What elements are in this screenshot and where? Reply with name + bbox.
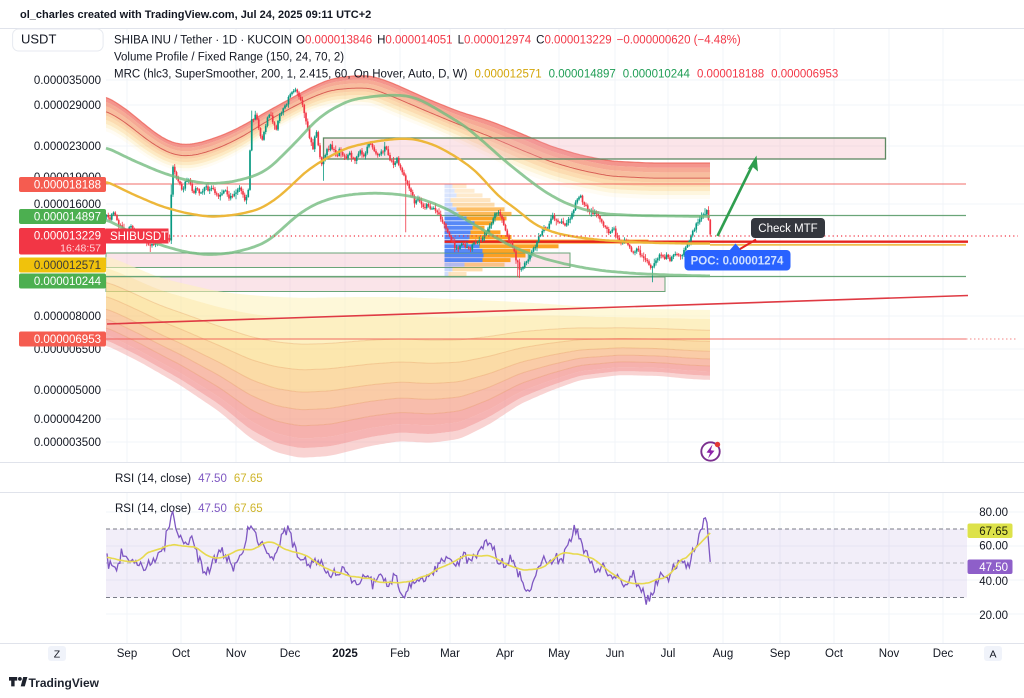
svg-text:ol_charles created with Tradin: ol_charles created with TradingView.com,… [20, 9, 371, 21]
svg-text:Check MTF: Check MTF [758, 223, 817, 235]
svg-text:0.000004200: 0.000004200 [34, 414, 101, 426]
svg-text:Mar: Mar [440, 648, 460, 660]
svg-text:Dec: Dec [280, 648, 301, 660]
svg-text:0.000003500: 0.000003500 [34, 437, 101, 449]
svg-text:40.00: 40.00 [979, 576, 1008, 588]
svg-text:Jul: Jul [661, 648, 676, 660]
svg-text:A: A [989, 649, 996, 661]
svg-text:0.000035000: 0.000035000 [34, 75, 101, 87]
svg-text:POC: 0.00001274: POC: 0.00001274 [691, 256, 784, 268]
svg-text:SHIBA INU / Tether · 1D · KUCO: SHIBA INU / Tether · 1D · KUCOIN [114, 35, 292, 47]
svg-text:Nov: Nov [879, 648, 900, 660]
svg-text:0.000016000: 0.000016000 [34, 199, 101, 211]
svg-text:MRC (hlc3, SuperSmoother, 200,: MRC (hlc3, SuperSmoother, 200, 1, 2.415,… [114, 69, 838, 81]
svg-text:Z: Z [54, 649, 61, 661]
svg-text:80.00: 80.00 [979, 507, 1008, 519]
svg-text:0.000018188: 0.000018188 [34, 180, 101, 192]
svg-text:0.000029000: 0.000029000 [34, 100, 101, 112]
svg-text:0.000012571: 0.000012571 [34, 260, 101, 272]
svg-text:20.00: 20.00 [979, 610, 1008, 622]
svg-text:0.000006953: 0.000006953 [34, 334, 101, 346]
svg-text:Oct: Oct [825, 648, 844, 660]
svg-text:Apr: Apr [496, 648, 514, 660]
svg-text:USDT: USDT [21, 32, 56, 47]
svg-text:Nov: Nov [226, 648, 247, 660]
svg-text:Dec: Dec [933, 648, 954, 660]
svg-text:0.000005000: 0.000005000 [34, 385, 101, 397]
svg-text:Sep: Sep [770, 648, 790, 660]
svg-text:0.000013229: 0.000013229 [34, 231, 101, 243]
svg-text:Oct: Oct [172, 648, 191, 660]
svg-text:0.000014897: 0.000014897 [34, 212, 101, 224]
svg-text:67.65: 67.65 [979, 526, 1008, 538]
svg-text:Feb: Feb [390, 648, 410, 660]
svg-text:0.000023000: 0.000023000 [34, 141, 101, 153]
svg-text:60.00: 60.00 [979, 541, 1008, 553]
svg-text:TradingView: TradingView [29, 676, 100, 690]
svg-text:May: May [548, 648, 570, 660]
svg-text:47.50: 47.50 [979, 562, 1008, 574]
svg-text:Sep: Sep [117, 648, 137, 660]
svg-text:Aug: Aug [713, 648, 733, 660]
svg-text:0.000008000: 0.000008000 [34, 311, 101, 323]
svg-text:0.000010244: 0.000010244 [34, 276, 102, 288]
svg-text:16:48:57: 16:48:57 [60, 243, 101, 255]
svg-text:Volume Profile / Fixed Range (: Volume Profile / Fixed Range (150, 24, 7… [114, 52, 344, 64]
svg-text:0.000006500: 0.000006500 [34, 344, 101, 356]
svg-text:Jun: Jun [606, 648, 625, 660]
svg-text:SHIBUSDT: SHIBUSDT [110, 231, 168, 243]
svg-text:2025: 2025 [332, 648, 358, 660]
